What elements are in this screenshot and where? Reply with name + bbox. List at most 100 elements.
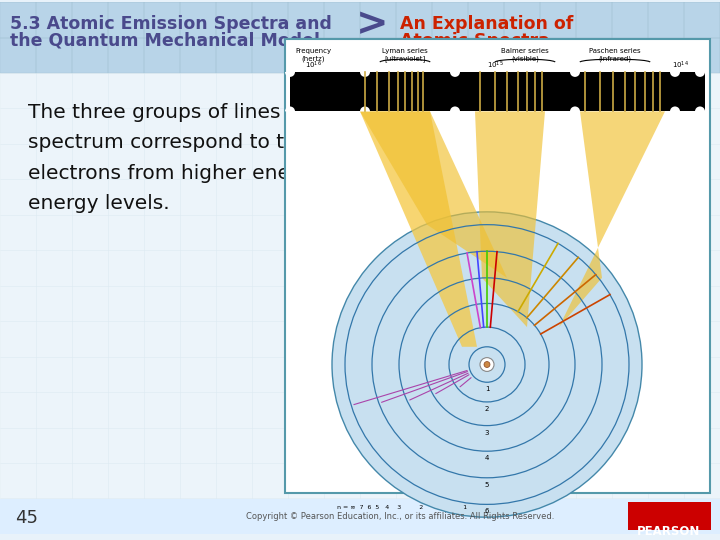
Bar — [144, 498, 180, 534]
Bar — [108, 463, 144, 498]
Bar — [576, 498, 612, 534]
Bar — [432, 392, 468, 428]
Bar — [108, 2, 144, 37]
Bar — [396, 179, 432, 215]
Bar — [504, 392, 540, 428]
Bar — [180, 37, 216, 73]
Bar — [612, 392, 648, 428]
Bar — [540, 144, 576, 179]
Bar — [396, 428, 432, 463]
Bar — [360, 0, 396, 2]
Bar — [0, 144, 36, 179]
Bar — [36, 0, 72, 2]
Bar — [216, 392, 252, 428]
Bar — [504, 0, 540, 2]
Bar — [360, 179, 396, 215]
Bar — [0, 2, 720, 73]
Bar — [504, 498, 540, 534]
Wedge shape — [360, 106, 370, 111]
Bar — [468, 498, 504, 534]
Bar — [216, 428, 252, 463]
Bar — [36, 392, 72, 428]
Bar — [540, 37, 576, 73]
Bar — [36, 2, 72, 37]
Bar — [540, 463, 576, 498]
Bar — [290, 72, 705, 111]
Text: 3: 3 — [485, 429, 490, 436]
Bar — [540, 109, 576, 144]
Bar — [612, 0, 648, 2]
Bar — [468, 0, 504, 2]
Bar — [324, 144, 360, 179]
Bar — [360, 428, 396, 463]
Bar — [0, 498, 36, 534]
Bar — [288, 109, 324, 144]
Bar — [180, 2, 216, 37]
Bar — [144, 109, 180, 144]
Bar — [432, 109, 468, 144]
Bar — [36, 321, 72, 356]
Bar — [540, 0, 576, 2]
Bar — [216, 0, 252, 2]
Bar — [288, 356, 324, 392]
Bar — [396, 356, 432, 392]
Bar — [684, 250, 720, 286]
Bar — [180, 144, 216, 179]
Bar — [504, 356, 540, 392]
Bar — [36, 463, 72, 498]
Bar — [684, 0, 720, 2]
Bar — [432, 286, 468, 321]
Text: 1: 1 — [485, 386, 490, 392]
Bar — [288, 0, 324, 2]
Wedge shape — [450, 72, 460, 77]
Bar — [180, 179, 216, 215]
Bar — [684, 0, 720, 2]
Bar — [108, 109, 144, 144]
Bar — [540, 392, 576, 428]
Bar — [0, 500, 720, 534]
Text: 2: 2 — [485, 406, 489, 412]
Bar — [0, 2, 36, 37]
Bar — [216, 144, 252, 179]
Bar — [0, 0, 36, 2]
Bar — [684, 109, 720, 144]
Bar — [72, 37, 108, 73]
Bar — [468, 0, 504, 2]
Bar — [540, 321, 576, 356]
Bar — [180, 73, 216, 109]
Bar — [612, 428, 648, 463]
Bar — [252, 73, 288, 109]
Bar — [324, 498, 360, 534]
Bar — [324, 0, 360, 2]
Bar — [612, 109, 648, 144]
Wedge shape — [450, 106, 460, 111]
Bar — [324, 463, 360, 498]
Bar — [108, 73, 144, 109]
Bar — [648, 286, 684, 321]
Bar — [285, 39, 710, 492]
Bar — [144, 215, 180, 250]
Bar — [432, 321, 468, 356]
Bar — [684, 37, 720, 73]
Bar — [72, 179, 108, 215]
Bar — [432, 37, 468, 73]
Bar — [36, 428, 72, 463]
Bar — [0, 0, 36, 2]
Bar — [360, 37, 396, 73]
Bar — [180, 392, 216, 428]
Bar — [216, 2, 252, 37]
Bar — [288, 179, 324, 215]
Bar — [360, 463, 396, 498]
Bar — [396, 0, 432, 2]
Bar — [540, 428, 576, 463]
Bar — [628, 502, 711, 530]
Bar — [324, 321, 360, 356]
Bar — [396, 109, 432, 144]
Bar — [396, 286, 432, 321]
Bar — [0, 37, 36, 73]
Polygon shape — [360, 111, 507, 278]
Bar — [324, 37, 360, 73]
Bar — [396, 2, 432, 37]
Text: 45: 45 — [15, 509, 38, 527]
Bar — [540, 356, 576, 392]
